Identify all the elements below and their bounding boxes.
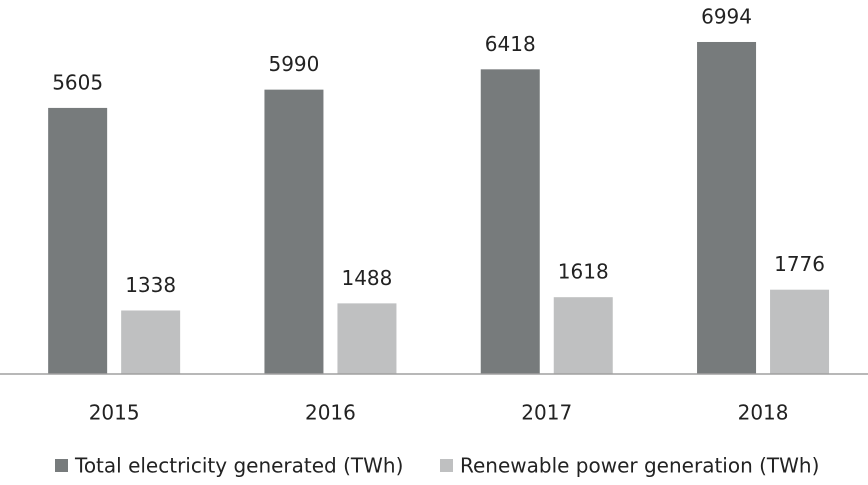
legend-swatch [55, 459, 68, 472]
bar [480, 69, 540, 374]
data-label: 1776 [774, 252, 825, 276]
data-label: 1618 [558, 260, 609, 284]
data-label: 6418 [485, 32, 536, 56]
bar [264, 89, 324, 374]
data-label: 6994 [701, 4, 752, 28]
data-label: 1488 [341, 266, 392, 290]
legend-label: Renewable power generation (TWh) [460, 454, 819, 478]
data-label: 1338 [125, 273, 176, 297]
bar [48, 107, 108, 375]
data-label: 5605 [52, 70, 103, 94]
x-tick-label: 2015 [89, 401, 140, 425]
bar [553, 297, 613, 374]
data-label: 5990 [268, 52, 319, 76]
bar [697, 41, 757, 374]
bar [770, 289, 830, 374]
legend-label: Total electricity generated (TWh) [74, 454, 403, 478]
x-tick-label: 2017 [521, 401, 572, 425]
bar [337, 303, 397, 374]
x-tick-label: 2016 [305, 401, 356, 425]
legend-swatch [440, 459, 453, 472]
x-tick-label: 2018 [738, 401, 789, 425]
bar [121, 310, 181, 374]
